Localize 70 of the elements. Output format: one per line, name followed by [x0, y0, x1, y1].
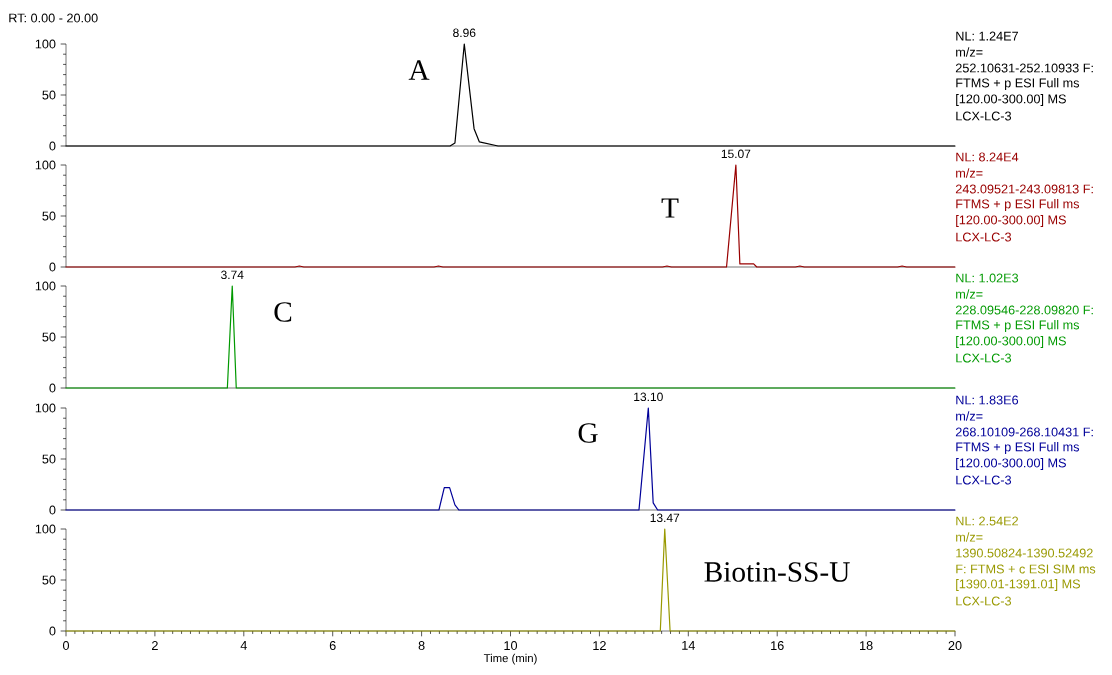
text: m/z= [956, 47, 983, 57]
text: [120.00-300.00] MS [956, 336, 1066, 348]
x-tick-label: 0 [62, 641, 70, 651]
y-tick-label: 50 [42, 575, 56, 585]
y-tick-label: 100 [35, 281, 56, 291]
x-tick-label: 18 [860, 641, 873, 651]
x-tick-label: 16 [771, 641, 784, 651]
text: FTMS + p ESI Full ms [956, 78, 1080, 90]
text: [1390.01-1391.01] MS [956, 579, 1081, 591]
y-tick-label: 100 [35, 403, 56, 413]
x-tick-label: 12 [593, 641, 606, 650]
x-tick-label: 20 [948, 641, 962, 651]
text: m/z= [956, 532, 983, 542]
text: LCX-LC-3 [956, 475, 1012, 485]
text: 243.09521-243.09813 F: [955, 184, 1093, 194]
text: FTMS + p ESI Full ms [956, 442, 1080, 454]
text: m/z= [956, 168, 983, 178]
text: NL: 1.24E7 [956, 31, 1019, 41]
text: NL: 1.83E6 [956, 395, 1019, 405]
x-tick-label: 4 [240, 641, 247, 650]
y-tick-label: 100 [35, 39, 56, 49]
y-tick-label: 0 [49, 262, 56, 272]
y-tick-label: 0 [49, 141, 56, 151]
y-tick-label: 50 [42, 211, 56, 221]
series-label: Biotin-SS-U [704, 562, 850, 582]
text: NL: 2.54E2 [956, 516, 1019, 526]
text: [120.00-300.00] MS [956, 94, 1066, 106]
line-series [65, 407, 956, 511]
text: NL: 8.24E4 [956, 152, 1019, 162]
y-tick-label: 50 [42, 454, 56, 464]
text: [120.00-300.00] MS [956, 458, 1066, 470]
text: LCX-LC-3 [956, 111, 1012, 121]
text: LCX-LC-3 [956, 596, 1012, 606]
chart-title: RT: 0.00 - 20.00 [9, 13, 98, 23]
y-tick-label: 0 [49, 383, 56, 393]
y-tick-label: 100 [35, 160, 56, 170]
y-tick-label: 0 [49, 626, 56, 636]
text: 228.09546-228.09820 F: [955, 305, 1093, 315]
text: 268.10109-268.10431 F: [955, 427, 1093, 437]
annotation: 13.47 [650, 513, 680, 523]
annotation: 8.96 [453, 28, 476, 38]
text: F: FTMS + c ESI SIM ms [956, 564, 1096, 574]
annotation: 15.07 [721, 149, 751, 159]
x-axis-title: Time (min) [483, 653, 537, 665]
series-label: C [274, 302, 292, 322]
text: LCX-LC-3 [956, 232, 1012, 242]
text: FTMS + p ESI Full ms [956, 199, 1080, 211]
x-tick-label: 6 [329, 641, 336, 651]
x-tick-label: 14 [682, 641, 695, 650]
series-label: G [578, 423, 598, 443]
annotation: 13.10 [634, 392, 663, 402]
y-tick-label: 50 [42, 332, 56, 342]
text: [120.00-300.00] MS [956, 215, 1066, 227]
y-tick-label: 50 [42, 90, 56, 100]
text: 1390.50824-1390.52492 [956, 548, 1093, 558]
text: m/z= [956, 289, 983, 299]
series-label: T [661, 198, 679, 218]
y-tick-label: 100 [35, 524, 56, 534]
text: 252.10631-252.10933 F: [955, 63, 1093, 73]
text: LCX-LC-3 [956, 353, 1012, 363]
series-label: A [408, 60, 430, 80]
text: FTMS + p ESI Full ms [956, 320, 1080, 332]
line-series [65, 164, 956, 268]
text: NL: 1.02E3 [956, 273, 1019, 283]
x-tick-label: 10 [504, 641, 518, 651]
text: m/z= [956, 411, 983, 421]
x-tick-label: 8 [418, 641, 425, 651]
annotation: 3.74 [221, 270, 244, 280]
y-tick-label: 0 [49, 505, 56, 515]
x-tick-label: 2 [152, 641, 158, 650]
